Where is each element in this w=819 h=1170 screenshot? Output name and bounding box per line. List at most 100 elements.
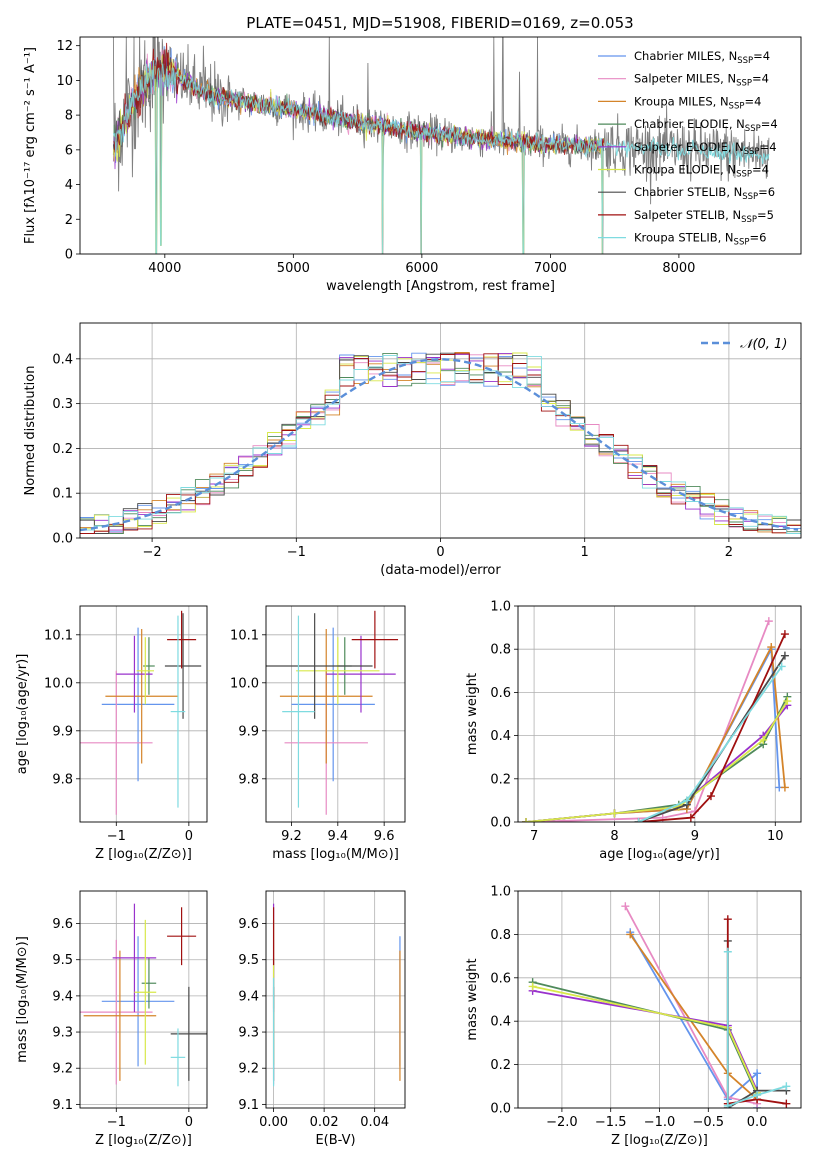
weight-line <box>525 704 789 822</box>
errorbar-salpeter_stelib <box>167 610 197 669</box>
errorbar-kroupa_stelib <box>170 615 186 808</box>
y-tick-label: 0.4 <box>490 729 511 744</box>
errorbar-kroupa_stelib <box>170 1028 186 1087</box>
y-tick-label: 9.5 <box>52 953 73 968</box>
residuals-panel: −2 −1 0 1 2 0.0 0.1 0.2 0.3 0.4 (data-model)/error… <box>23 322 802 578</box>
weight-marker <box>723 1101 732 1108</box>
y-tick-label: 9.1 <box>238 1098 259 1113</box>
weight-marker <box>780 651 789 660</box>
y-tick-label: 0.4 <box>52 352 73 367</box>
weight-series-kroupa_elodie <box>522 697 792 822</box>
y-tick-label: 0.0 <box>52 532 73 547</box>
weight-marker <box>780 630 789 639</box>
y-tick-label: 9.2 <box>52 1062 73 1077</box>
weight-series-kroupa_stelib <box>723 947 791 1108</box>
x-tick-label: −1 <box>287 545 306 560</box>
x-tick-label: −0.5 <box>693 1115 725 1130</box>
y-tick-label: 6 <box>65 143 73 158</box>
y-tick-label: 10.0 <box>230 676 259 691</box>
x-tick-label: 8000 <box>662 261 695 276</box>
weight-line <box>532 981 758 1096</box>
x-tick-label: 0.0 <box>747 1115 768 1130</box>
weight-marker <box>626 930 635 939</box>
weight-series-salpeter_miles <box>621 902 762 1108</box>
age_vs_mass-plot-area <box>266 610 399 815</box>
y-tick-label: 8 <box>65 109 73 124</box>
x-tick-label: 0 <box>436 545 444 560</box>
y-axis-label: mass weight <box>465 673 480 755</box>
weight-marker <box>753 1090 762 1099</box>
legend-entry: Chabrier STELIB, NSSP=6 <box>634 185 775 202</box>
weight-line <box>532 989 758 1091</box>
legend-entry: Salpeter STELIB, NSSP=5 <box>634 208 774 225</box>
y-tick-label: 9.6 <box>238 917 259 932</box>
x-tick-label: −2.0 <box>546 1115 578 1130</box>
legend-entry: Kroupa ELODIE, NSSP=4 <box>634 163 769 180</box>
y-axis-label: mass weight <box>465 958 480 1040</box>
y-tick-label: 0.3 <box>52 397 73 412</box>
mass_vs_z-plot-area <box>80 903 207 1087</box>
y-tick-label: 0 <box>65 248 73 263</box>
errorbar-kroupa_miles <box>83 950 157 1081</box>
errorbar-chabrier_stelib <box>266 613 373 719</box>
weight-series-kroupa_stelib <box>634 662 786 822</box>
y-tick-label: 0.0 <box>490 816 511 831</box>
normal-distribution-curve <box>80 358 799 532</box>
x-tick-label: −1 <box>107 829 126 844</box>
spectrum-plot-area <box>112 37 770 254</box>
legend-entry: Chabrier ELODIE, NSSP=4 <box>634 117 778 134</box>
weight_vs_z-plot-area <box>528 902 791 1108</box>
errorbar-kroupa_miles <box>105 629 178 764</box>
weight_vs_age-plot-area <box>522 617 792 822</box>
axes-frame <box>79 890 208 1109</box>
y-tick-label: 1.0 <box>490 885 511 900</box>
x-tick-label: 0.04 <box>360 1115 389 1130</box>
y-tick-label: 9.4 <box>238 989 259 1004</box>
legend-entry: Kroupa STELIB, NSSP=6 <box>634 231 766 248</box>
weight-marker <box>783 697 792 706</box>
x-tick-label: 8 <box>610 829 618 844</box>
y-tick-label: 0.2 <box>490 772 511 787</box>
x-tick-label: 0.00 <box>259 1115 288 1130</box>
weight-marker <box>782 1099 791 1108</box>
x-axis-label: E(B-V) <box>315 1133 355 1148</box>
y-tick-label: 0.1 <box>52 487 73 502</box>
y-tick-label: 9.1 <box>52 1098 73 1113</box>
weight-marker <box>767 643 776 652</box>
x-tick-label: −1.0 <box>644 1115 676 1130</box>
y-axis-label: mass [log₁₀(M/M⊙)] <box>15 936 30 1063</box>
x-axis-label: wavelength [Angstrom, rest frame] <box>326 279 555 294</box>
x-tick-label: 9.2 <box>281 829 302 844</box>
y-tick-label: 0.2 <box>490 1058 511 1073</box>
errorbar-salpeter_elodie <box>112 903 157 1013</box>
weight-marker <box>723 947 732 956</box>
y-tick-label: 9.3 <box>238 1026 259 1041</box>
errorbar-salpeter_stelib <box>167 907 197 966</box>
x-tick-label: 9 <box>691 829 699 844</box>
errorbar-salpeter_elodie <box>116 635 153 713</box>
errorbar-chabrier_stelib <box>170 986 207 1081</box>
legend: 𝒩(0, 1) <box>701 337 787 352</box>
weight-marker <box>610 809 619 818</box>
model-spectrum-salpeter_stelib <box>113 42 605 155</box>
spectrum-panel: 4000 5000 6000 7000 8000 0 2 4 6 8 10 12 PLATE=0451,… <box>23 14 802 294</box>
weight-marker <box>780 783 789 792</box>
y-tick-label: 9.4 <box>52 989 73 1004</box>
weight-series-chabrier_elodie <box>522 692 792 822</box>
weight-marker <box>782 1082 791 1091</box>
legend-entry: Chabrier MILES, NSSP=4 <box>634 49 770 66</box>
x-tick-label: 7 <box>530 829 538 844</box>
errorbar-chabrier_miles <box>291 627 375 782</box>
errorbar-kroupa_elodie <box>134 919 157 1065</box>
x-tick-label: 6000 <box>405 261 438 276</box>
weight-marker <box>528 982 537 991</box>
errorbar-salpeter_stelib <box>351 610 399 669</box>
weight-marker <box>522 818 531 822</box>
legend-entry: 𝒩(0, 1) <box>740 337 787 352</box>
age_vs_mass-panel: 9.2 9.4 9.6 9.8 9.9 10.0 10.1 mass [log₁₀(M/M⊙)… <box>230 605 406 862</box>
y-axis-label: Flux [fλ10⁻¹⁷ erg cm⁻² s⁻¹ A⁻¹] <box>23 47 38 244</box>
weight_vs_z-panel: −2.0 −1.5 −1.0 −0.5 0.0 0.0 0.2 0.4 0.6 0.8 1.0 Z [… <box>465 885 802 1148</box>
x-tick-label: 7000 <box>534 261 567 276</box>
axes-frame <box>79 36 802 255</box>
